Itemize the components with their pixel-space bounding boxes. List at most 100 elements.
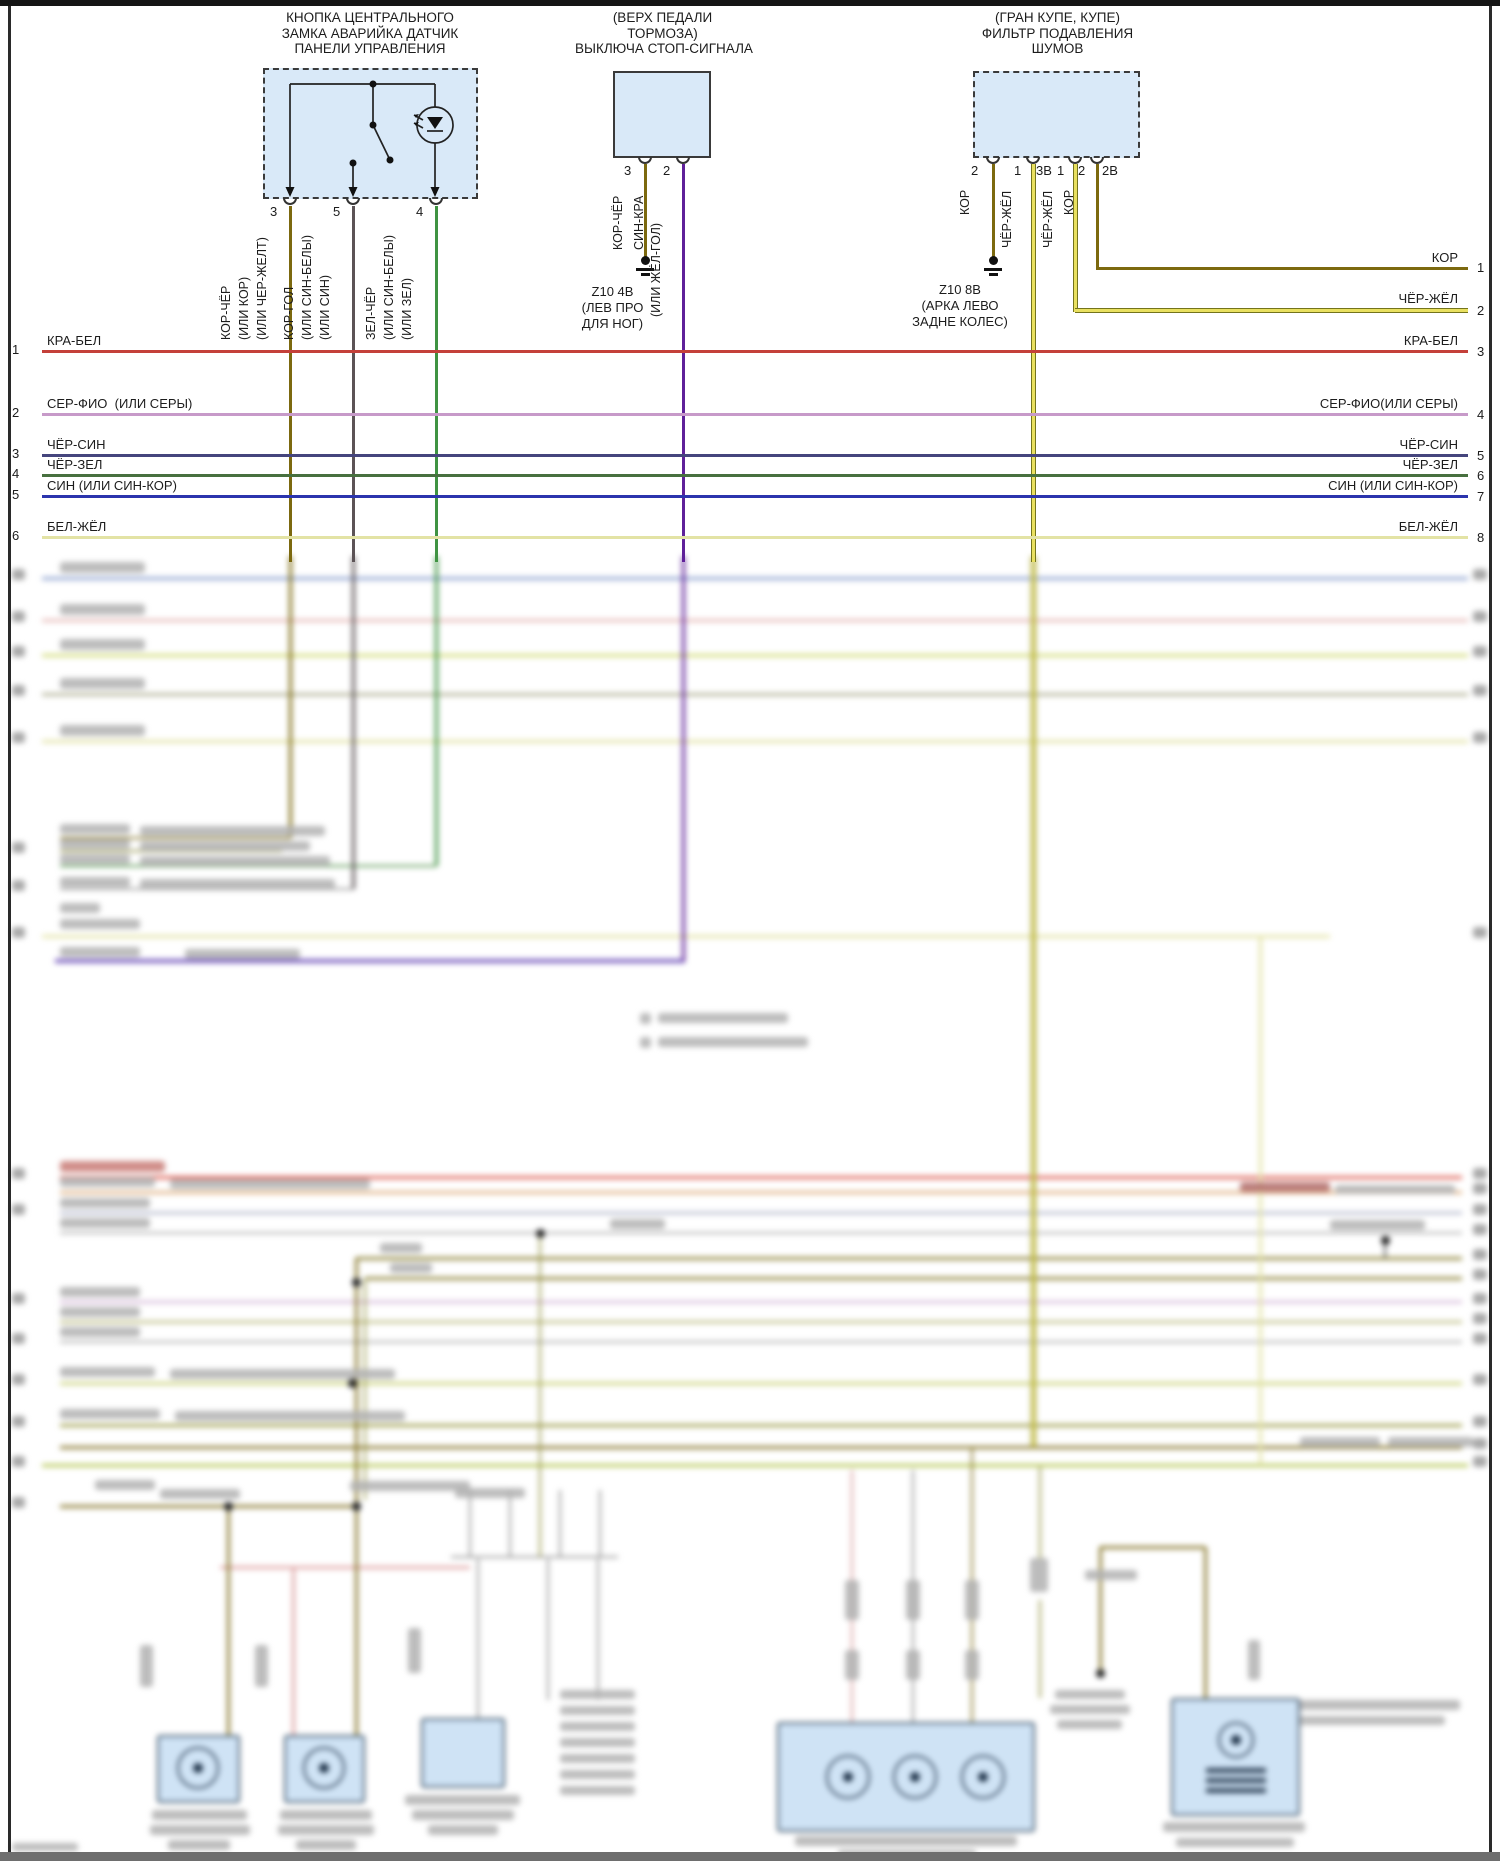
frame-bottom [0,1852,1500,1861]
blurred-label [560,1770,635,1779]
symbol-bar [1206,1788,1266,1793]
blurred-label [12,1843,78,1851]
blurred-wire [559,1490,561,1557]
title-line: ПАНЕЛИ УПРАВЛЕНИЯ [294,41,446,56]
junction-dot [1380,1235,1390,1245]
component-box-noise-filter [973,71,1140,158]
wire-row-kor [1097,267,1468,270]
row-label: ЧЁР-ЗЕЛ [47,457,102,472]
blurred-wire [355,1258,358,1735]
blurred-label [60,678,145,689]
motor-symbol [826,1755,870,1799]
blurred-row-number [1473,1416,1487,1427]
blurred-label [280,1810,372,1820]
row-label: БЕЛ-ЖЁЛ [47,519,106,534]
blurred-row-number [12,569,25,580]
row-number: 4 [12,466,20,481]
blurred-row-number [12,1374,25,1385]
blurred-row-number [12,1204,25,1215]
blurred-label [428,1825,498,1835]
blurred-wire [1099,1547,1102,1673]
blurred-label [1030,1558,1048,1592]
wire-label: КОР [958,189,972,215]
blurred-label [1210,1716,1445,1725]
row-label-text: БЕЛ-ЖЁЛ [47,519,107,534]
blurred-label [455,1488,525,1498]
blurred-wire [42,1464,1468,1467]
blurred-label [1163,1822,1305,1832]
wire-row-bel-zhel [42,536,1468,539]
blurred-label [1335,1185,1455,1194]
ground-label-line: ЗАДНЕ КОЛЕС) [912,314,1008,329]
blurred-wire [289,556,292,838]
blurred-row-number [12,1456,25,1467]
blurred-wire [42,577,1468,580]
blurred-label [60,1198,150,1208]
component-box-blurred [421,1718,505,1788]
blurred-label [140,879,335,889]
wire-label: (ИЛИ СИН-БЕЛЫ) [382,235,396,340]
pin-number: 1 [1057,163,1065,178]
pin-number: 3 [624,163,632,178]
ground-symbol-z10-4v [640,256,650,265]
pin-bracket [986,157,1000,164]
blurred-wire [1100,1546,1205,1549]
row-label-alt: (ИЛИ СЕРЫ) [1380,396,1458,411]
blurred-label [845,1650,859,1680]
ground-bar [988,273,998,276]
blurred-row-number [12,1497,25,1508]
blurred-label [60,1307,140,1317]
pin-number: 4 [416,204,424,219]
blurred-label [60,1327,140,1337]
blurred-label [140,826,325,836]
pin-bracket [1026,157,1040,164]
row-label: ЧЁР-СИН [47,437,105,452]
blurred-row-number [1473,927,1487,938]
blurred-row-number [1473,1313,1487,1324]
pin-number: 3 [270,204,278,219]
blurred-label [560,1754,635,1763]
row-number: 1 [1477,260,1485,275]
junction-dot [1095,1668,1105,1678]
wire-label: КОР [1062,189,1076,215]
blurred-wire [1039,1467,1041,1560]
row-label-text: СЕР-ФИО [1319,396,1381,411]
blurred-wire [60,1176,1462,1179]
symbol-bar [1206,1778,1266,1783]
blurred-wire [60,1505,356,1508]
row-number: 5 [1477,448,1485,463]
blurred-row-number [1473,1374,1487,1385]
blurred-label [140,1645,153,1687]
row-label-text: КРА-БЕЛ [1403,333,1458,348]
pin-bracket [638,157,652,164]
blurred-wire [42,619,1468,622]
blurred-row-number [1473,1204,1487,1215]
blurred-lower-section [0,556,1500,1861]
title-noise-filter: (ГРАН КУПЕ, КУПЕ) ФИЛЬТР ПОДАВЛЕНИЯ ШУМО… [960,10,1155,57]
row-number: 4 [1477,407,1485,422]
blurred-label [1195,1700,1460,1710]
blurred-wire [60,1341,1462,1343]
component-box-central-lock-button [263,68,478,199]
blurred-row-number [1473,1224,1487,1235]
row-number: 2 [12,405,20,420]
blurred-row-number [12,1333,25,1344]
row-number: 6 [1477,468,1485,483]
row-label: КОР [1431,250,1458,265]
wire-label: (ИЛИ ЗЕЛ) [400,277,414,340]
blurred-label [658,1037,808,1047]
motor-symbol [177,1747,219,1789]
wire-row-cher-zel [42,474,1468,477]
wire-label: ЗЕЛ-ЧЁР [364,286,378,340]
blurred-label [152,1810,247,1820]
row-label-text: КРА-БЕЛ [47,333,102,348]
ground-bar [640,273,650,276]
pin-bracket [1068,157,1082,164]
blurred-label [150,1825,250,1835]
row-label-alt: (ИЛИ СИН-КОР) [78,478,177,493]
blurred-row-number [12,732,25,743]
blurred-label [296,1840,356,1850]
blurred-wire [55,959,685,963]
motor-symbol [303,1747,345,1789]
